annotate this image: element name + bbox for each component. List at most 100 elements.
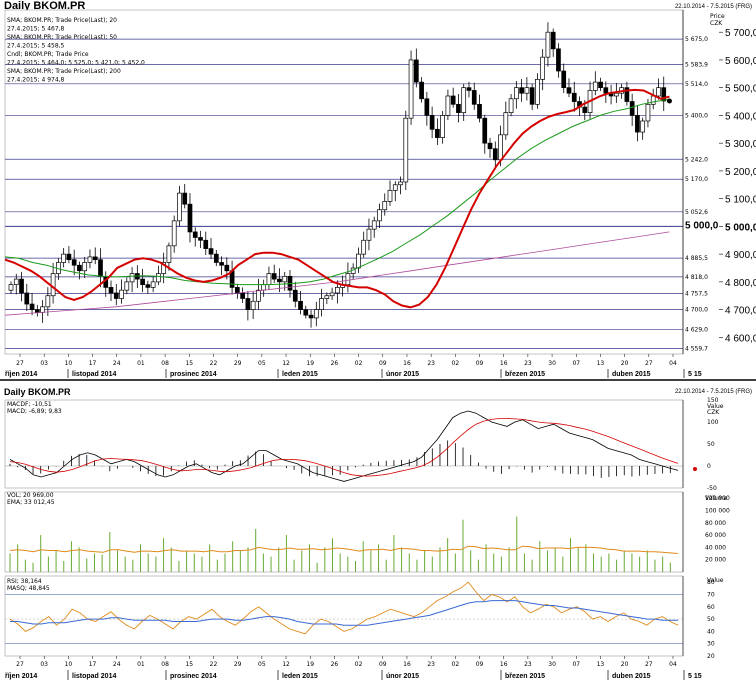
- candle-body: [403, 117, 409, 183]
- bottom-month-label: listopad 2014: [72, 673, 116, 680]
- bottom-day-label: 08: [161, 661, 169, 668]
- price-tick-label: 5 000,0: [725, 222, 756, 233]
- level-label: 5 514,0: [685, 81, 708, 88]
- candle-body: [456, 103, 461, 113]
- candle-body: [182, 192, 188, 205]
- day-label: 23: [524, 360, 532, 367]
- bottom-day-label: 23: [524, 661, 532, 668]
- candle-body: [124, 281, 130, 291]
- macd-tick-label: -50: [707, 485, 717, 492]
- candle-body: [408, 59, 414, 119]
- candle-body: [113, 292, 119, 299]
- candle-body: [471, 90, 477, 105]
- day-label: 04: [669, 360, 677, 367]
- candle-body: [271, 273, 277, 280]
- candle-body: [635, 115, 640, 133]
- bottom-day-label: 05: [258, 661, 266, 668]
- volume-tick-label: 20 000: [705, 557, 726, 564]
- candle-body: [645, 103, 651, 122]
- candle-body: [561, 70, 567, 89]
- bottom-day-label: 03: [40, 661, 48, 668]
- candle-body: [656, 87, 661, 97]
- bottom-day-label: 23: [427, 661, 435, 668]
- candle-body: [445, 95, 451, 116]
- top-header: Daily BKOM.PR 22.10.2014 - 7.5.2015 (FRG…: [0, 0, 756, 12]
- day-label: 17: [89, 360, 97, 367]
- bottom-day-label: 16: [500, 661, 508, 668]
- bottom-month-label: březen 2015: [505, 673, 545, 680]
- legend-entry: Cndl; BKOM.PR; Trade Price: [7, 51, 89, 58]
- rsi-tick-label: 20: [707, 653, 715, 660]
- candle-body: [545, 31, 551, 58]
- macd-legend: MACD; -6,89; 9,83: [7, 408, 62, 415]
- macd-tick-label: 150: [707, 397, 719, 404]
- candle-body: [535, 79, 540, 105]
- macd-tick-label: 50: [707, 441, 715, 448]
- candle-body: [640, 120, 646, 133]
- level-label: 4 818,0: [685, 274, 708, 281]
- candle-body: [319, 298, 324, 310]
- candle-body: [466, 87, 472, 91]
- candle-body: [213, 253, 219, 263]
- candle-body: [329, 292, 335, 297]
- bottom-day-label: 26: [331, 661, 339, 668]
- bottom-month-label: únor 2015: [386, 673, 419, 680]
- candle-body: [298, 300, 303, 310]
- bottom-day-label: 12: [282, 661, 290, 668]
- candle-body: [524, 87, 530, 94]
- day-label: 15: [185, 360, 193, 367]
- bottom-day-label: 30: [548, 661, 556, 668]
- candle-body: [482, 117, 488, 144]
- price-tick-label: 4 800,0: [725, 278, 756, 289]
- candle-body: [203, 239, 209, 249]
- candle-body: [592, 81, 598, 91]
- volume-tick-label: 40 000: [705, 544, 726, 551]
- legend-entry: SMA; BKOM.PR; Trade Price(Last); 200: [7, 68, 121, 75]
- day-label: 24: [113, 360, 121, 367]
- month-label: prosinec 2014: [170, 371, 217, 378]
- volume-pane: [4, 491, 684, 573]
- day-label: 27: [645, 360, 653, 367]
- day-label: 01: [137, 360, 145, 367]
- candle-body: [292, 289, 298, 302]
- price-tick-label: 5 100,0: [725, 195, 756, 206]
- candle-body: [413, 59, 419, 83]
- level-label: 5 052,6: [685, 209, 708, 216]
- macd-caption: Value: [707, 403, 724, 410]
- bottom-day-label: 27: [645, 661, 653, 668]
- candle-body: [245, 298, 251, 310]
- volume-caption: Volume: [705, 495, 728, 502]
- candle-body: [498, 134, 503, 161]
- candle-body: [345, 273, 351, 285]
- candle-body: [624, 87, 630, 102]
- candle-body: [150, 281, 156, 288]
- candle-body: [571, 92, 577, 102]
- candle-body: [192, 231, 198, 238]
- bottom-day-label: 09: [379, 661, 387, 668]
- currency-caption: CZK: [710, 20, 723, 27]
- bottom-month-label: 5 15: [688, 673, 702, 680]
- bottom-day-label: 01: [137, 661, 145, 668]
- bottom-day-label: 09: [476, 661, 484, 668]
- macd-pane: [4, 399, 684, 489]
- price-tick-label: 5 200,0: [725, 167, 756, 178]
- candle-body: [508, 98, 514, 113]
- price-tick-label: 5 600,0: [725, 56, 756, 67]
- candle-body: [66, 253, 72, 261]
- candle-body: [277, 278, 282, 283]
- chart-title: Daily BKOM.PR: [4, 0, 86, 12]
- legend-entry: 27.4.2015; 5 467,8: [7, 26, 65, 33]
- day-label: 12: [282, 360, 290, 367]
- candle-body: [61, 253, 66, 263]
- bottom-day-label: 19: [306, 661, 314, 668]
- candle-body: [519, 87, 524, 94]
- candle-body: [208, 248, 214, 255]
- candle-body: [145, 284, 151, 288]
- day-label: 16: [403, 360, 411, 367]
- day-label: 30: [548, 360, 556, 367]
- candle-body: [335, 287, 340, 294]
- day-label: 02: [452, 360, 460, 367]
- candle-body: [387, 189, 393, 202]
- candle-body: [166, 245, 172, 263]
